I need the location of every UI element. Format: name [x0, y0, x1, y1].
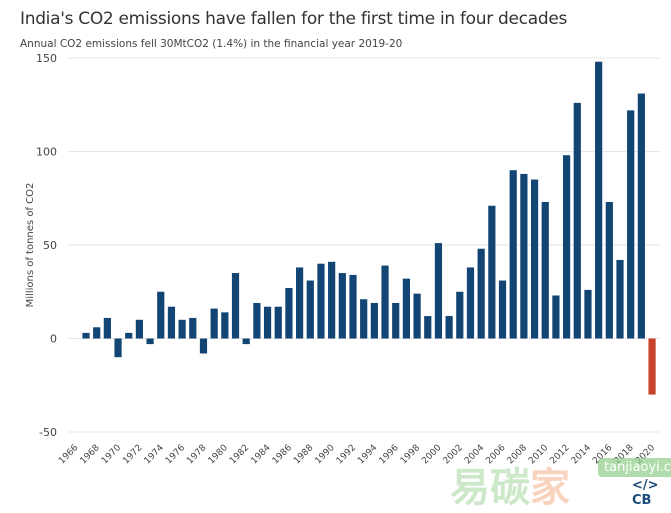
bar-1986 [285, 288, 293, 339]
bar-2018 [627, 110, 635, 339]
x-tick-label: 2000 [420, 443, 443, 466]
bar-2014 [584, 289, 592, 339]
watermark: 易碳家 [450, 465, 570, 511]
chart-subtitle: Annual CO2 emissions fell 30MtCO2 (1.4%)… [20, 38, 403, 50]
bar-2010 [541, 201, 549, 339]
y-tick-label: 0 [50, 333, 57, 346]
x-tick-label: 1986 [271, 443, 294, 466]
bar-1981 [231, 273, 240, 339]
bar-1969 [103, 317, 111, 339]
bar-1967 [82, 332, 90, 339]
bar-1985 [274, 306, 282, 339]
bar-1984 [263, 306, 272, 339]
bar-1997 [402, 278, 410, 339]
bar-2013 [573, 102, 581, 339]
bar-1968 [93, 327, 101, 339]
bar-1972 [135, 319, 143, 339]
bar-1973 [146, 338, 154, 345]
bar-1987 [296, 267, 304, 339]
bar-1980 [221, 312, 229, 339]
bar-2007 [509, 170, 517, 339]
x-tick-label: 1980 [207, 443, 230, 466]
y-axis-label: Millions of tonnes of CO2 [25, 183, 36, 308]
bar-1970 [114, 338, 122, 358]
x-tick-label: 1988 [292, 443, 315, 466]
bar-1992 [349, 274, 357, 339]
x-tick-label: 1976 [164, 443, 187, 466]
y-tick-label: 100 [36, 146, 57, 159]
bar-2011 [552, 295, 560, 339]
bar-1983 [253, 302, 261, 339]
y-tick-label: 150 [36, 52, 57, 65]
bar-1991 [338, 273, 346, 339]
bar-2006 [498, 280, 507, 339]
x-tick-label: 1996 [378, 443, 401, 466]
x-tick-label: 1968 [79, 443, 102, 466]
bar-2004 [477, 248, 485, 339]
x-tick-label: 1982 [228, 443, 251, 466]
bar-1975 [167, 306, 176, 339]
x-tick-label: 1984 [249, 443, 272, 466]
bar-2016 [605, 201, 613, 339]
x-tick-label: 1978 [185, 443, 208, 466]
x-tick-label: 1994 [356, 443, 379, 466]
bar-2015 [595, 61, 603, 339]
bar-1999 [424, 316, 432, 339]
bar-2003 [466, 267, 475, 339]
y-tick-label: 50 [43, 239, 57, 252]
bar-2019 [637, 93, 645, 339]
bar-1998 [413, 293, 421, 339]
watermark-tag: tanjiaoyi.com [598, 458, 671, 477]
bar-2009 [530, 179, 539, 339]
bar-2008 [520, 173, 528, 339]
bar-1974 [157, 291, 165, 339]
bar-1971 [125, 332, 133, 339]
bar-2002 [456, 291, 464, 339]
bar-1982 [242, 338, 250, 345]
x-tick-label: 2014 [570, 443, 593, 466]
bar-2012 [563, 155, 571, 339]
bar-1995 [381, 265, 389, 339]
bar-1994 [370, 302, 378, 339]
bar-2020 [648, 338, 656, 395]
bar-2001 [445, 316, 453, 339]
bar-2000 [434, 243, 443, 339]
chart-title: India's CO2 emissions have fallen for th… [20, 9, 568, 29]
bar-1979 [210, 308, 218, 339]
x-tick-label: 1966 [57, 443, 80, 466]
bar-1993 [360, 299, 368, 339]
x-tick-label: 1992 [335, 443, 358, 466]
bar-1996 [392, 302, 400, 339]
bar-1977 [189, 317, 197, 339]
bar-1988 [306, 280, 314, 339]
bar-2005 [488, 205, 496, 339]
bar-2017 [616, 259, 624, 339]
x-tick-label: 1974 [143, 443, 166, 466]
bar-1976 [178, 319, 186, 339]
x-tick-label: 1990 [313, 443, 336, 466]
y-tick-label: -50 [39, 426, 57, 439]
x-tick-label: 1998 [399, 443, 422, 466]
x-tick-label: 1972 [121, 443, 144, 466]
bar-1978 [199, 338, 208, 354]
x-tick-label: 1970 [100, 443, 123, 466]
bar-1990 [328, 261, 336, 339]
bar-1989 [317, 263, 325, 339]
